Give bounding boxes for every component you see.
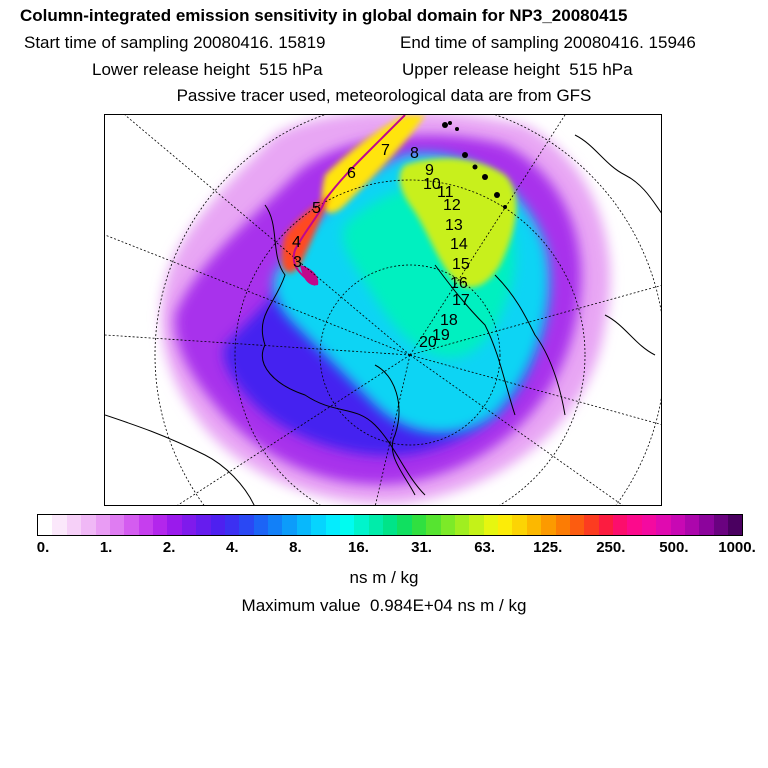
colorbar-tick-label: 0. [36,539,50,556]
colorbar-segment [699,515,714,535]
colorbar-segment [181,515,197,535]
colorbar-segment [38,515,53,535]
trajectory-label: 18 [440,312,458,329]
sensitivity-field [161,115,611,504]
colorbar-segment [224,515,240,535]
colorbar-segment [95,515,110,535]
colorbar-segment [66,515,82,535]
colorbar-segment [555,515,570,535]
colorbar-segment [282,515,297,535]
colorbar-segment [311,515,326,535]
colorbar-tick-label: 250. [596,539,626,556]
colorbar-segment [541,515,556,535]
trajectory-label: 13 [445,217,463,234]
colorbar-segment [411,515,427,535]
trajectory-label: 15 [452,256,470,273]
colorbar-segment [469,515,484,535]
trajectory-label: 11 [437,184,454,201]
colorbar-segment [339,515,355,535]
colorbar-segment [584,515,599,535]
colorbar-segment [167,515,182,535]
trajectory-label: 14 [450,236,468,253]
graticule [105,115,661,505]
trajectory-label: 9 [425,162,434,179]
colorbar-tick-label: 8. [289,539,302,556]
colorbar-segment [354,515,369,535]
colorbar-tick-label: 16. [348,539,369,556]
colorbar-segment [454,515,470,535]
emission-sensitivity-map: 3 4 5 6 7 8 9 10 11 12 13 14 15 16 17 18 19 20 [104,114,662,506]
colorbar-segment [81,515,96,535]
trajectory-label: 16 [450,275,468,292]
colorbar-tick-label: 500. [659,539,689,556]
colorbar-tick-label: 1. [99,539,113,556]
colorbar-tick-label: 125. [533,539,563,556]
colorbar-segment [656,515,671,535]
trajectory-label: 7 [381,142,390,159]
trajectory-label: 8 [410,145,419,162]
colorbar-segment [598,515,613,535]
colorbar-segment [268,515,283,535]
coastlines [105,134,661,505]
colorbar-segment [526,515,542,535]
colorbar-segment [296,515,312,535]
colorbar-segment [498,515,513,535]
colorbar-segment [397,515,412,535]
colorbar-segment [728,515,743,535]
colorbar-tick-label: 1000. [718,539,756,556]
trajectory-label: 6 [347,165,356,182]
trajectory-label: 4 [292,234,301,251]
trajectory-line [292,115,406,286]
colorbar-tick-label: 2. [162,539,176,556]
colorbar-segment [124,515,139,535]
colorbar-segment [368,515,383,535]
colorbar-segment [512,515,527,535]
colorbar-segment [210,515,225,535]
trajectory-label: 17 [452,292,470,309]
end-time-label: End time of sampling 20080416. 15946 [400,33,696,52]
colorbar-segment [383,515,398,535]
colorbar-segment [52,515,67,535]
colorbar-segment [670,515,685,535]
trajectory-label: 3 [293,254,302,271]
colorbar-tick-label: 31. [411,539,432,556]
trajectory-label: 19 [432,327,450,344]
colorbar-unit: ns m / kg [349,568,419,587]
max-value-label: Maximum value 0.984E+04 ns m / kg [241,596,527,615]
colorbar-segment [138,515,153,535]
trajectory-label: 5 [312,200,321,217]
colorbar-segment [627,515,642,535]
trajectory-label: 20 [419,334,437,351]
colorbar-segment [426,515,441,535]
trajectory-label: 10 [423,176,441,193]
map-title: Column-integrated emission sensitivity i… [20,6,628,25]
land-patches [442,121,507,209]
colorbar-segment [239,515,254,535]
trajectory-label: 12 [443,197,461,214]
colorbar-segment [196,515,211,535]
colorbar-segment [325,515,340,535]
lower-release-label: Lower release height 515 hPa [92,60,323,79]
colorbar-tick-label: 63. [474,539,496,556]
colorbar-segment [153,515,168,535]
start-time-label: Start time of sampling 20080416. 15819 [24,33,326,52]
tracer-note: Passive tracer used, meteorological data… [176,86,592,105]
colorbar-segment [440,515,455,535]
upper-release-label: Upper release height 515 hPa [402,60,633,79]
colorbar-segment [109,515,125,535]
colorbar [37,514,743,536]
colorbar-tick-label: 4. [226,539,239,556]
colorbar-segment [684,515,700,535]
colorbar-segment [483,515,498,535]
colorbar-segment [713,515,728,535]
colorbar-segment [613,515,628,535]
colorbar-segment [641,515,657,535]
colorbar-segment [569,515,585,535]
colorbar-segment [253,515,268,535]
